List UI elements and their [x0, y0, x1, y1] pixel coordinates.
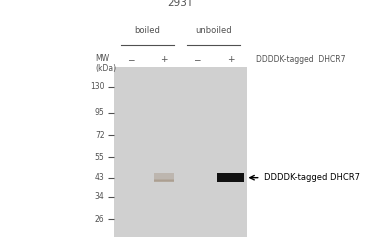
- Text: 34: 34: [95, 192, 104, 202]
- Text: 95: 95: [95, 108, 104, 117]
- Bar: [154, 180, 174, 182]
- Text: MW: MW: [95, 54, 109, 63]
- Text: unboiled: unboiled: [196, 26, 232, 35]
- Text: 293T: 293T: [167, 0, 194, 8]
- Text: DDDDK-tagged DHCR7: DDDDK-tagged DHCR7: [264, 173, 360, 182]
- Text: 43: 43: [95, 173, 104, 182]
- Text: −: −: [194, 55, 201, 64]
- Text: boiled: boiled: [134, 26, 161, 35]
- Bar: [154, 180, 174, 182]
- Text: DDDDK-tagged  DHCR7: DDDDK-tagged DHCR7: [256, 55, 346, 64]
- Text: +: +: [160, 55, 168, 64]
- Text: 55: 55: [95, 153, 104, 162]
- Text: 26: 26: [95, 214, 104, 224]
- Bar: [154, 173, 174, 182]
- Text: +: +: [227, 55, 234, 64]
- Bar: [154, 179, 174, 181]
- Bar: [217, 173, 244, 182]
- Bar: [154, 180, 174, 182]
- Text: 72: 72: [95, 131, 104, 140]
- Text: −: −: [127, 55, 135, 64]
- Text: (kDa): (kDa): [95, 64, 117, 74]
- Bar: [114, 67, 247, 236]
- Text: 130: 130: [90, 82, 104, 91]
- Bar: [154, 179, 174, 181]
